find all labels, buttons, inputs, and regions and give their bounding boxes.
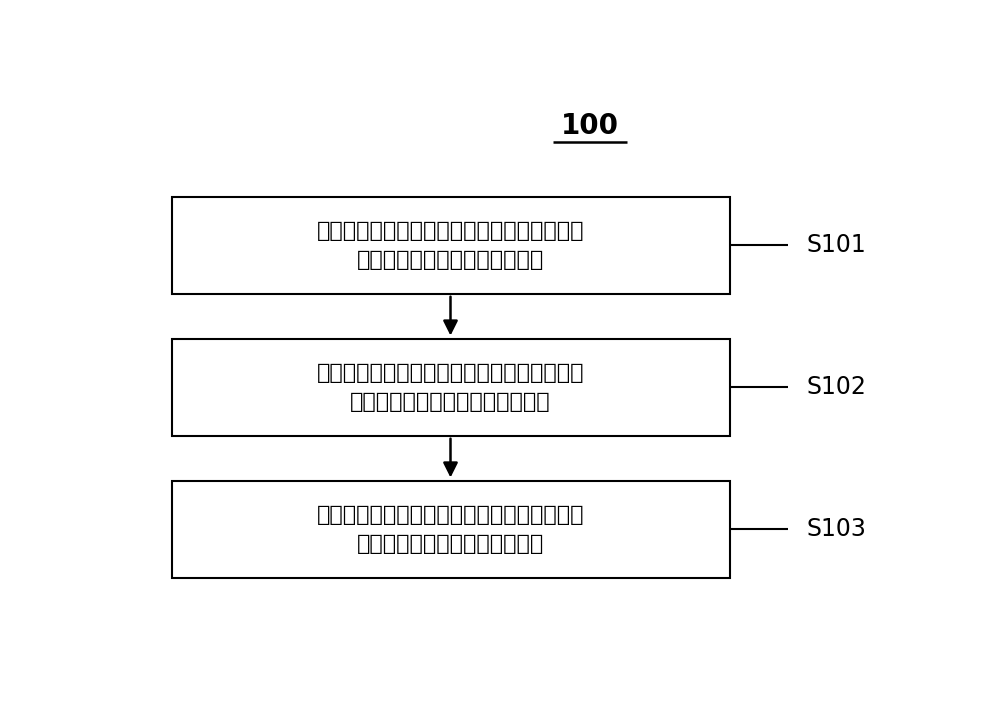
- Text: S102: S102: [807, 375, 867, 399]
- Text: 100: 100: [561, 112, 619, 140]
- Text: S103: S103: [807, 518, 867, 542]
- Text: 基于更新后的服务器路由表，将访问请求路由
至扩容或缩容后的数据管理系统: 基于更新后的服务器路由表，将访问请求路由 至扩容或缩容后的数据管理系统: [317, 505, 584, 554]
- Text: 数据管理系统扩容或缩容，同步修改容器管理
平台的存储中间件中的路由信息: 数据管理系统扩容或缩容，同步修改容器管理 平台的存储中间件中的路由信息: [317, 221, 584, 270]
- Bar: [172, 338, 730, 436]
- Bar: [172, 197, 730, 294]
- Text: S101: S101: [807, 234, 867, 257]
- Bar: [172, 481, 730, 578]
- Text: 服务器的工作节点进程异步监听存储中间件中
的路由信息，以更新服务器路由表: 服务器的工作节点进程异步监听存储中间件中 的路由信息，以更新服务器路由表: [317, 362, 584, 412]
